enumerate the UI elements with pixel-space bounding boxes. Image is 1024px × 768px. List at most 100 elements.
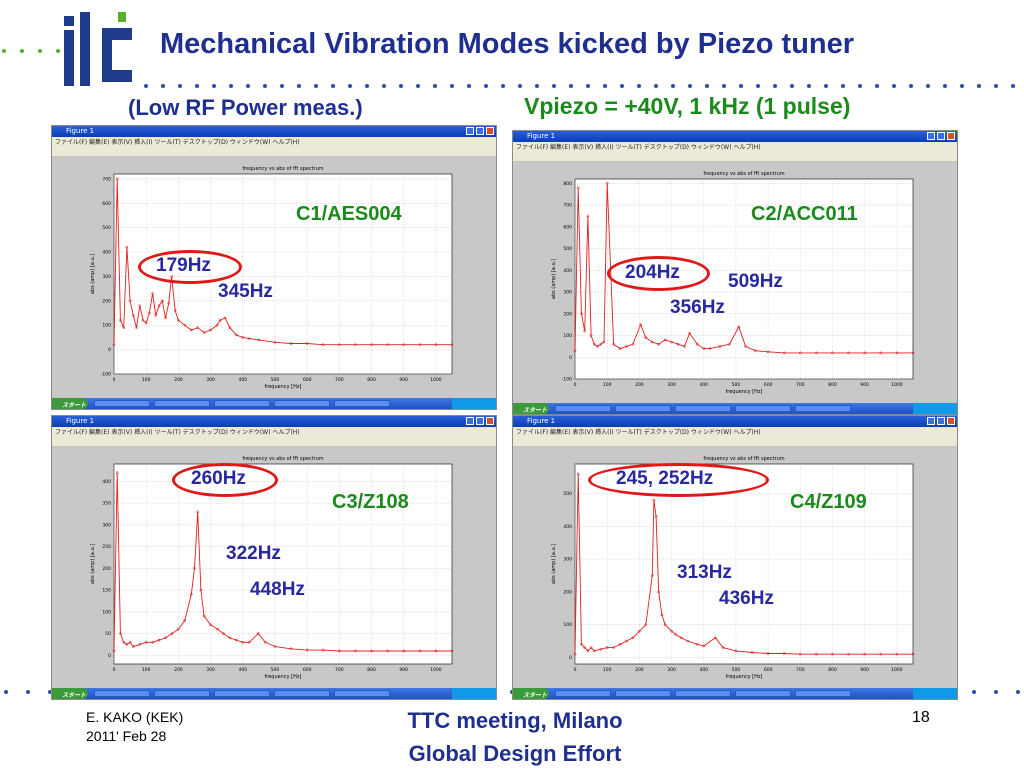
taskbar-item[interactable] [675,690,731,697]
taskbar-item[interactable] [795,405,851,412]
maximize-icon[interactable] [937,417,945,425]
toolbar[interactable] [513,151,957,162]
spectrum-point [686,639,690,643]
x-axis-label: frequency [Hz] [726,389,763,395]
spectrum-point [157,304,161,308]
toolbar[interactable] [52,436,496,447]
minimize-icon[interactable] [466,417,474,425]
y-tick-label: 100 [563,622,572,628]
y-axis-label: abs (amp) [a.u.] [90,544,96,584]
x-tick-label: 700 [335,377,344,383]
window-title: Figure 1 [66,127,95,135]
minimize-icon[interactable] [927,417,935,425]
spectrum-point [256,632,260,635]
y-tick-label: 200 [563,311,572,317]
x-tick-label: 800 [367,377,376,383]
spectrum-point [605,181,609,185]
taskbar-item[interactable] [555,690,611,697]
close-icon[interactable] [486,417,494,425]
y-tick-label: 400 [563,524,572,530]
taskbar-item[interactable] [214,400,270,407]
taskbar-item[interactable] [154,400,210,407]
maximize-icon[interactable] [937,132,945,140]
highlight-oval-c2 [607,256,710,291]
start-button[interactable]: スタート [52,398,88,409]
close-icon[interactable] [486,127,494,135]
taskbar-item[interactable] [795,690,851,697]
spectrum-point [354,649,357,653]
spectrum-point [782,652,786,655]
x-tick-label: 800 [828,382,837,388]
menu-items[interactable]: ファイル(F) 編集(E) 表示(V) 挿入(I) ツール(T) デスクトップ(… [516,429,761,436]
maximize-icon[interactable] [476,417,484,425]
menu-items[interactable]: ファイル(F) 編集(E) 表示(V) 挿入(I) ツール(T) デスクトップ(… [55,139,300,146]
start-button[interactable]: スタート [52,688,88,699]
spectrum-point [718,345,722,348]
menu-bar[interactable]: ファイル(F) 編集(E) 表示(V) 挿入(I) ツール(T) デスクトップ(… [52,137,496,146]
menu-bar[interactable]: ファイル(F) 編集(E) 表示(V) 挿入(I) ツール(T) デスクトップ(… [52,427,496,436]
fft-plot-c1: frequency vs abs of fft spectrum 0 100 200 3… [90,166,454,390]
close-icon[interactable] [947,417,955,425]
taskbar-item[interactable] [94,690,150,697]
spectrum-point [144,640,148,644]
minimize-icon[interactable] [466,127,474,135]
cavity-label-c3: C3/Z108 [332,491,409,513]
taskbar-item[interactable] [334,400,390,407]
spectrum-point [583,646,587,649]
spectrum-point [650,340,654,344]
spectrum-point [895,351,899,355]
system-tray [913,403,957,414]
spectrum-point [402,649,406,653]
spectrum-point [631,342,635,346]
spectrum-point [177,318,180,322]
close-icon[interactable] [947,132,955,140]
x-axis-label: frequency [Hz] [726,674,763,680]
spectrum-point [580,642,583,646]
taskbar-item[interactable] [735,690,791,697]
spectrum-point [831,652,834,656]
spectrum-point [586,649,590,653]
start-button[interactable]: スタート [513,403,549,414]
y-tick-label: 50 [105,631,111,637]
spectrum-point [125,245,129,249]
taskbar-item[interactable] [615,405,671,412]
y-tick-label: 0 [569,355,572,361]
spectrum-point [144,321,148,325]
taskbar-item[interactable] [94,400,150,407]
taskbar-item[interactable] [214,690,270,697]
menu-items[interactable]: ファイル(F) 編集(E) 表示(V) 挿入(I) ツール(T) デスクトップ(… [516,144,761,151]
toolbar[interactable] [513,436,957,447]
maximize-icon[interactable] [476,127,484,135]
menu-bar[interactable]: ファイル(F) 編集(E) 表示(V) 挿入(I) ツール(T) デスクトップ(… [513,427,957,436]
fft-plot-c4: frequency vs abs of fft spectrum 0 100 200 3… [551,456,915,680]
plot-area [574,463,914,665]
x-tick-label: 0 [574,667,577,673]
spectrum-point [199,588,203,592]
taskbar-item[interactable] [675,405,731,412]
spectrum-point [753,349,757,353]
taskbar-item[interactable] [735,405,791,412]
start-button[interactable]: スタート [513,688,549,699]
taskbar-item[interactable] [615,690,671,697]
minimize-icon[interactable] [927,132,935,140]
spectrum-point [170,632,174,635]
menu-items[interactable]: ファイル(F) 編集(E) 表示(V) 挿入(I) ツール(T) デスクトップ(… [55,429,300,436]
highlight-oval-c1 [138,250,242,284]
taskbar: スタート [52,688,496,699]
y-axis-label: abs (amp) [a.u.] [90,254,96,294]
toolbar[interactable] [52,146,496,157]
spectrum-point [183,619,187,622]
taskbar-item[interactable] [334,690,390,697]
window-title: Figure 1 [527,417,556,425]
spectrum-point [115,471,119,475]
x-tick-label: 800 [367,667,376,673]
menu-bar[interactable]: ファイル(F) 編集(E) 表示(V) 挿入(I) ツール(T) デスクトップ(… [513,142,957,151]
spectrum-point [119,318,122,322]
spectrum-point [863,351,867,355]
spectrum-point [695,642,699,646]
y-tick-label: 700 [563,203,572,209]
taskbar-item[interactable] [154,690,210,697]
taskbar-item[interactable] [555,405,611,412]
taskbar-item[interactable] [274,400,330,407]
taskbar-item[interactable] [274,690,330,697]
